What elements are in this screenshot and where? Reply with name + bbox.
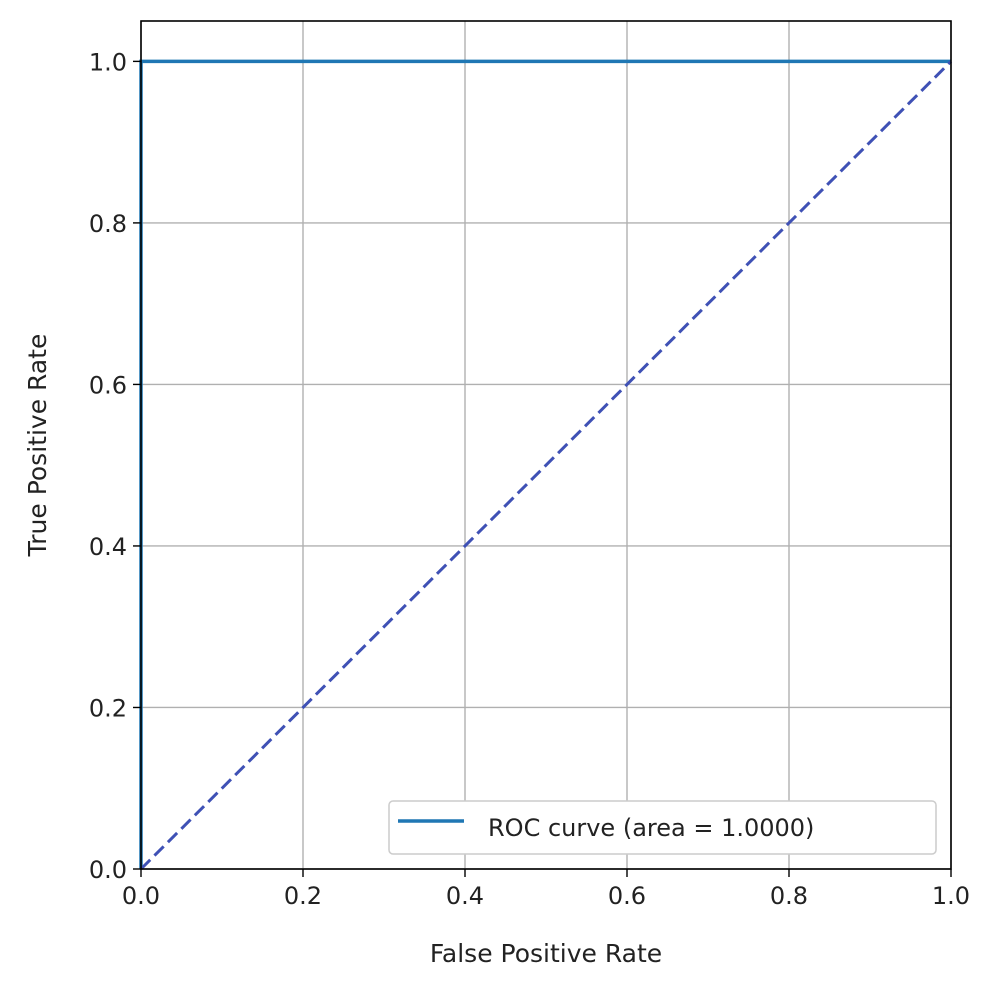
x-tick-label: 0.4 (446, 882, 484, 910)
y-tick-label: 0.0 (89, 856, 127, 884)
diagonal-reference-line (139, 60, 953, 871)
legend: ROC curve (area = 1.0000) (388, 800, 937, 855)
x-axis-label: False Positive Rate (430, 939, 662, 968)
y-tick-label: 0.4 (89, 533, 127, 561)
x-tick-label: 0.0 (122, 882, 160, 910)
x-tick-label: 0.2 (284, 882, 322, 910)
plot-background (141, 21, 951, 869)
x-tick-label: 0.8 (770, 882, 808, 910)
legend-label-roc: ROC curve (area = 1.0000) (488, 814, 814, 842)
y-tick-label: 0.8 (89, 210, 127, 238)
y-axis-ticks: 0.0 0.2 0.4 0.6 0.8 1.0 (89, 48, 141, 884)
legend-box (388, 800, 937, 855)
y-tick-label: 1.0 (89, 48, 127, 76)
plot-frame (140, 20, 952, 870)
y-tick-label: 0.2 (89, 694, 127, 722)
x-tick-label: 0.6 (608, 882, 646, 910)
x-tick-label: 1.0 (932, 882, 970, 910)
x-axis-ticks: 0.0 0.2 0.4 0.6 0.8 1.0 (122, 869, 970, 910)
y-axis-label: True Positive Rate (23, 334, 52, 558)
y-tick-label: 0.6 (89, 371, 127, 399)
